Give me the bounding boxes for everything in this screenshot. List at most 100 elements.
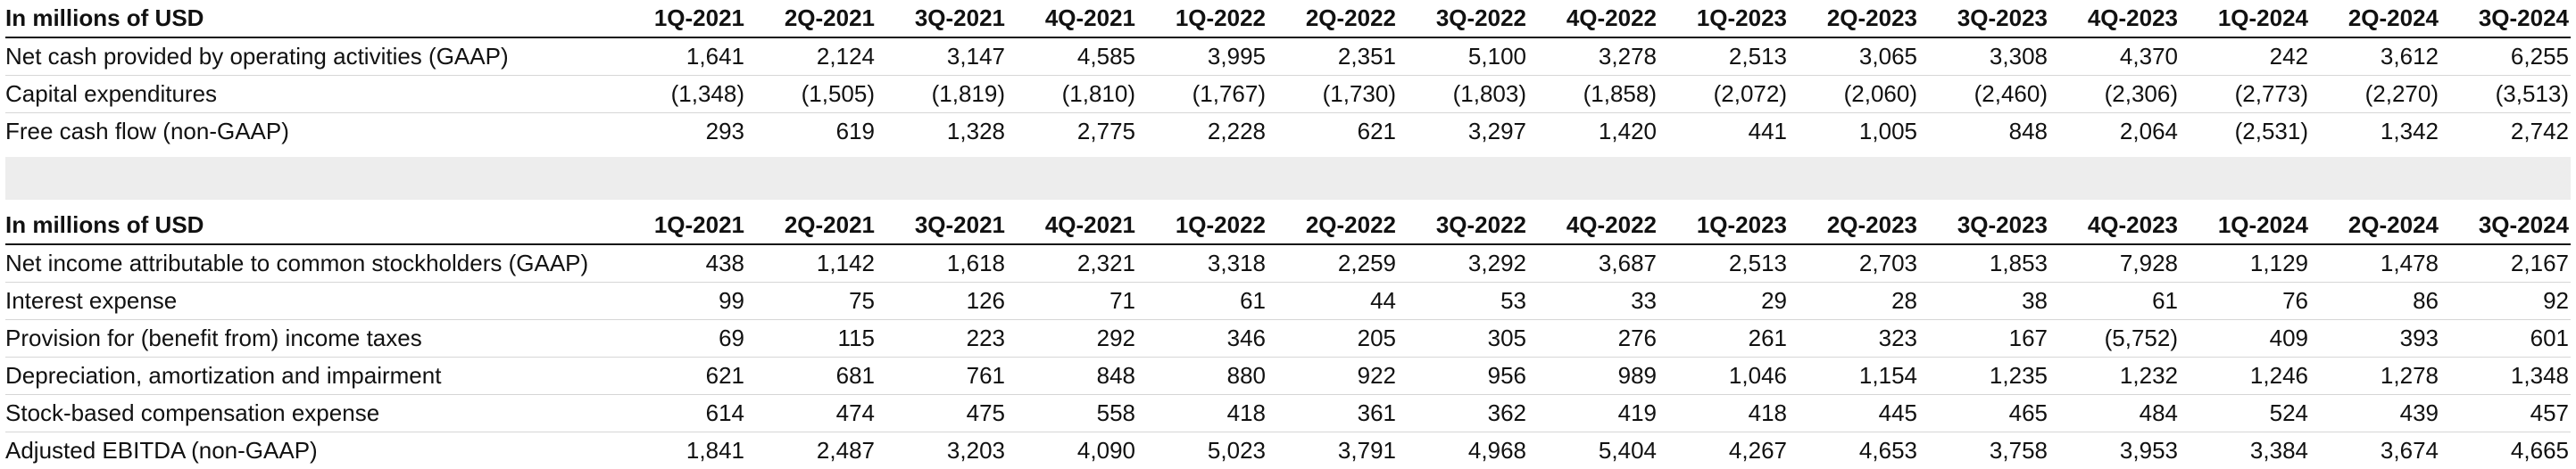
table-cell: 418 xyxy=(1658,395,1789,432)
table-cell: 3,297 xyxy=(1398,113,1528,151)
table-cell: 761 xyxy=(877,358,1007,395)
table-cell: 619 xyxy=(746,113,877,151)
quarter-header: 1Q-2023 xyxy=(1658,207,1789,244)
table-cell: (1,505) xyxy=(746,76,877,113)
table-cell: (2,060) xyxy=(1789,76,1919,113)
table-cell: 445 xyxy=(1789,395,1919,432)
table-cell: 292 xyxy=(1007,320,1137,358)
table-cell: 6,255 xyxy=(2440,37,2571,76)
unit-header: In millions of USD xyxy=(5,0,616,37)
table-cell: (2,270) xyxy=(2310,76,2440,113)
table-cell: 2,351 xyxy=(1267,37,1398,76)
table-cell: 115 xyxy=(746,320,877,358)
table-row: Provision for (benefit from) income taxe… xyxy=(5,320,2571,358)
table-cell: 305 xyxy=(1398,320,1528,358)
table-cell: 1,420 xyxy=(1528,113,1658,151)
table-cell: 1,235 xyxy=(1919,358,2049,395)
row-label: Provision for (benefit from) income taxe… xyxy=(5,320,616,358)
table-cell: 2,064 xyxy=(2049,113,2180,151)
table-cell: (1,803) xyxy=(1398,76,1528,113)
table-cell: 205 xyxy=(1267,320,1398,358)
table-cell: 75 xyxy=(746,283,877,320)
table-cell: 4,665 xyxy=(2440,432,2571,469)
quarter-header: 3Q-2021 xyxy=(877,207,1007,244)
table-cell: 3,674 xyxy=(2310,432,2440,469)
table-cell: 29 xyxy=(1658,283,1789,320)
table-cell: 601 xyxy=(2440,320,2571,358)
table-cell: 2,775 xyxy=(1007,113,1137,151)
quarter-header: 1Q-2022 xyxy=(1137,0,1267,37)
table-cell: 3,953 xyxy=(2049,432,2180,469)
table-cell: 323 xyxy=(1789,320,1919,358)
table-cell: 99 xyxy=(616,283,746,320)
table-cell: 2,513 xyxy=(1658,244,1789,283)
table-cell: 438 xyxy=(616,244,746,283)
table-cell: 393 xyxy=(2310,320,2440,358)
table-cell: 922 xyxy=(1267,358,1398,395)
table-cell: 3,612 xyxy=(2310,37,2440,76)
table-cell: 361 xyxy=(1267,395,1398,432)
table-cell: 848 xyxy=(1919,113,2049,151)
table-cell: 5,023 xyxy=(1137,432,1267,469)
table-cell: 1,129 xyxy=(2180,244,2310,283)
table-cell: 441 xyxy=(1658,113,1789,151)
table-cell: 242 xyxy=(2180,37,2310,76)
table-cell: 457 xyxy=(2440,395,2571,432)
table-cell: 3,278 xyxy=(1528,37,1658,76)
table-cell: 167 xyxy=(1919,320,2049,358)
table-cell: 362 xyxy=(1398,395,1528,432)
table-cell: 1,348 xyxy=(2440,358,2571,395)
table-row: Capital expenditures(1,348)(1,505)(1,819… xyxy=(5,76,2571,113)
table-cell: 3,147 xyxy=(877,37,1007,76)
table-cell: 2,124 xyxy=(746,37,877,76)
table-cell: 418 xyxy=(1137,395,1267,432)
quarter-header: 2Q-2022 xyxy=(1267,207,1398,244)
quarter-header: 4Q-2021 xyxy=(1007,0,1137,37)
table-cell: (5,752) xyxy=(2049,320,2180,358)
table-cell: (2,773) xyxy=(2180,76,2310,113)
table-cell: 4,653 xyxy=(1789,432,1919,469)
table-cell: 3,995 xyxy=(1137,37,1267,76)
table-cell: 1,142 xyxy=(746,244,877,283)
table-cell: 4,370 xyxy=(2049,37,2180,76)
table-cell: 681 xyxy=(746,358,877,395)
quarter-header: 3Q-2021 xyxy=(877,0,1007,37)
table-cell: (2,460) xyxy=(1919,76,2049,113)
table-cell: 276 xyxy=(1528,320,1658,358)
table-cell: 61 xyxy=(1137,283,1267,320)
quarter-header: 3Q-2023 xyxy=(1919,207,2049,244)
table-cell: 558 xyxy=(1007,395,1137,432)
quarter-header: 4Q-2023 xyxy=(2049,0,2180,37)
table-cell: 474 xyxy=(746,395,877,432)
quarter-header: 2Q-2021 xyxy=(746,0,877,37)
table-cell: 1,342 xyxy=(2310,113,2440,151)
table-cell: 880 xyxy=(1137,358,1267,395)
table-cell: 3,791 xyxy=(1267,432,1398,469)
table-cell: 3,065 xyxy=(1789,37,1919,76)
table-cell: 409 xyxy=(2180,320,2310,358)
table-cell: 126 xyxy=(877,283,1007,320)
quarter-header: 2Q-2024 xyxy=(2310,207,2440,244)
row-label: Net cash provided by operating activitie… xyxy=(5,37,616,76)
quarter-header: 4Q-2021 xyxy=(1007,207,1137,244)
table-cell: 7,928 xyxy=(2049,244,2180,283)
quarter-header: 1Q-2022 xyxy=(1137,207,1267,244)
table-cell: 33 xyxy=(1528,283,1658,320)
table-cell: (1,819) xyxy=(877,76,1007,113)
quarter-header: 4Q-2023 xyxy=(2049,207,2180,244)
table-cell: (1,810) xyxy=(1007,76,1137,113)
quarter-header: 1Q-2024 xyxy=(2180,207,2310,244)
table-cell: 5,100 xyxy=(1398,37,1528,76)
table-cell: 484 xyxy=(2049,395,2180,432)
table-cell: 3,687 xyxy=(1528,244,1658,283)
table-cell: 223 xyxy=(877,320,1007,358)
quarter-header: 2Q-2024 xyxy=(2310,0,2440,37)
table-cell: (1,348) xyxy=(616,76,746,113)
table-cell: 2,321 xyxy=(1007,244,1137,283)
